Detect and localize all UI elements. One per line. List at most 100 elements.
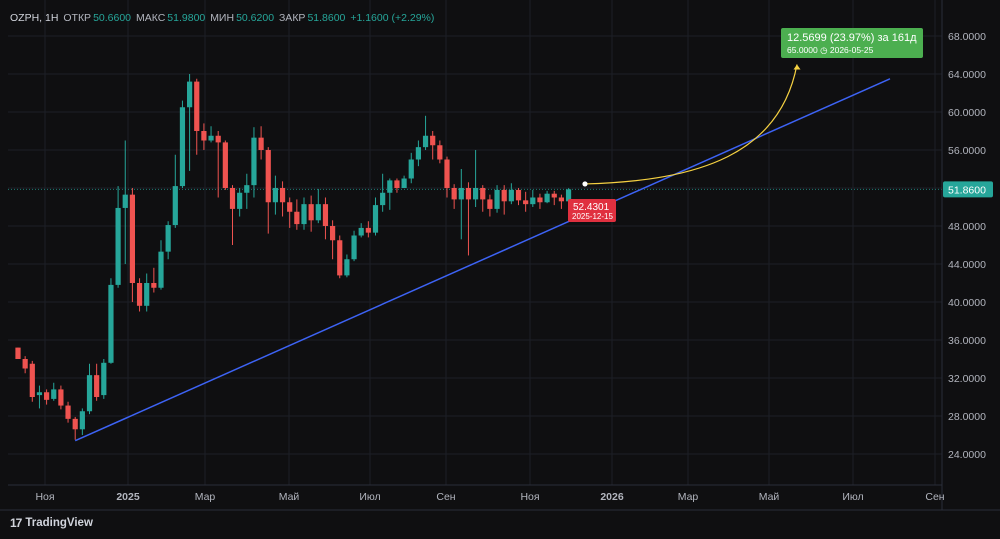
candle xyxy=(351,230,357,262)
candle xyxy=(544,190,550,204)
candle xyxy=(358,223,364,238)
candle xyxy=(494,185,500,213)
forecast-start-point[interactable] xyxy=(582,181,588,187)
candle xyxy=(151,267,157,293)
candle xyxy=(15,347,21,359)
candle xyxy=(422,115,429,150)
price-tick-label: 32.0000 xyxy=(948,373,986,385)
forecast-curve[interactable] xyxy=(584,64,798,185)
candle xyxy=(165,221,171,260)
candle xyxy=(437,140,443,164)
price-tick-label: 48.0000 xyxy=(948,221,986,233)
price-tick-label: 60.0000 xyxy=(948,107,986,119)
forecast-target-arrow-icon xyxy=(793,64,801,70)
candle xyxy=(237,188,243,217)
candle xyxy=(36,385,43,409)
candle xyxy=(458,169,464,240)
candle xyxy=(144,273,150,312)
candle xyxy=(487,194,493,217)
candle xyxy=(530,189,536,207)
price-axis[interactable]: 24.0000 28.0000 32.0000 36.0000 40.0000 44.00… xyxy=(943,31,993,461)
high-label: МАКС xyxy=(135,12,166,24)
forecast-change-text: 12.5699 (23.97%) за 161д xyxy=(787,32,917,44)
candle xyxy=(72,416,78,440)
change-value: +1.1600 (+2.29%) xyxy=(350,12,435,24)
candles xyxy=(15,74,572,440)
candle xyxy=(22,356,28,374)
candle xyxy=(258,126,264,160)
low-label: МИН xyxy=(210,12,235,24)
time-tick-label: 2025 xyxy=(116,491,140,503)
forecast-start-price: 52.4301 xyxy=(573,202,610,213)
tradingview-logo[interactable]: 17 TradingView xyxy=(10,516,93,530)
candle xyxy=(287,197,293,228)
tradingview-logo-text: TradingView xyxy=(25,517,93,529)
price-tick-label: 64.0000 xyxy=(948,69,986,81)
candle xyxy=(565,188,572,202)
candle xyxy=(65,401,71,423)
candle xyxy=(551,190,557,206)
candle xyxy=(337,235,343,279)
candle xyxy=(344,254,350,278)
close-value: 51.8600 xyxy=(307,12,346,24)
candle xyxy=(401,175,407,188)
candle xyxy=(194,78,200,155)
time-axis[interactable]: Ноя 2025 Мар Май Июл Сен Ноя 2026 Мар Май Июл Сен xyxy=(35,491,944,503)
symbol-interval[interactable]: OZPH, 1Н xyxy=(10,12,59,24)
candle xyxy=(508,183,514,205)
time-tick-label: Сен xyxy=(925,491,944,503)
candle xyxy=(201,123,207,150)
candle xyxy=(301,197,307,230)
candle xyxy=(44,389,50,405)
price-tick-label: 28.0000 xyxy=(948,411,986,423)
time-tick-label: Мар xyxy=(678,491,699,503)
candle xyxy=(315,188,321,224)
time-tick-label: Мар xyxy=(195,491,216,503)
svg-text:51.8600: 51.8600 xyxy=(948,184,986,196)
open-value: 50.6600 xyxy=(93,12,132,24)
candle xyxy=(408,152,414,184)
candle xyxy=(523,191,529,212)
candle xyxy=(294,199,300,230)
candle xyxy=(501,185,507,215)
candle xyxy=(115,186,121,288)
time-tick-label: Ноя xyxy=(35,491,54,503)
candle xyxy=(558,194,564,209)
time-tick-label: 2026 xyxy=(600,491,624,503)
candle xyxy=(272,175,278,215)
price-tick-label: 44.0000 xyxy=(948,259,986,271)
candle xyxy=(94,363,100,401)
candle xyxy=(473,150,479,207)
candle xyxy=(372,197,379,236)
candle xyxy=(515,188,522,206)
candle xyxy=(101,359,107,399)
legend-header: OZPH, 1Н ОТКР 50.6600 МАКС 51.9800 МИН 50.6… xyxy=(10,12,436,24)
price-tick-label: 40.0000 xyxy=(948,297,986,309)
price-tick-label: 56.0000 xyxy=(948,145,986,157)
tradingview-logo-icon: 17 xyxy=(10,516,22,530)
candle xyxy=(172,154,178,228)
candle xyxy=(51,382,57,401)
open-label: ОТКР xyxy=(63,12,92,24)
candle xyxy=(29,360,35,402)
time-tick-label: Май xyxy=(279,491,300,503)
candle xyxy=(187,74,193,171)
forecast-target-text: 65.0000 ◷ 2026-05-25 xyxy=(787,45,874,55)
price-tick-label: 36.0000 xyxy=(948,335,986,347)
candle xyxy=(308,195,314,232)
last-price-badge: 51.8600 xyxy=(943,181,993,198)
candle xyxy=(79,408,85,435)
grid-lines xyxy=(8,0,942,485)
candle xyxy=(465,182,472,256)
candle xyxy=(244,173,250,209)
candle xyxy=(330,220,336,260)
high-value: 51.9800 xyxy=(167,12,206,24)
candle xyxy=(251,127,257,198)
candle xyxy=(86,363,93,415)
close-label: ЗАКР xyxy=(278,12,306,24)
candle xyxy=(279,181,286,217)
